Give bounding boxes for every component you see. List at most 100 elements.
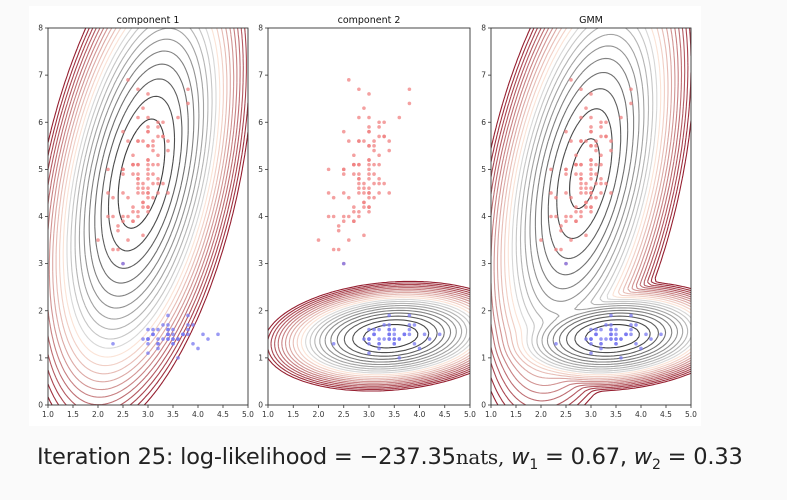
- point-cluster-red: [326, 214, 331, 219]
- point-cluster-red: [599, 181, 603, 186]
- panel-gmm: GMM 1.0 1.5 2.0 2.5 3.0 3.5 4.0 4.5 5.0 0 1 2 3 4 5 6 7 8: [481, 15, 697, 419]
- point-cluster-blue: [191, 323, 195, 327]
- point-cluster-red: [387, 139, 392, 143]
- point-cluster-blue: [341, 261, 346, 266]
- point-cluster-red: [589, 92, 593, 96]
- point-cluster-blue: [186, 323, 190, 327]
- point-cluster-red: [377, 125, 381, 129]
- contour-lines: [491, 28, 691, 405]
- point-cluster-red: [594, 181, 598, 186]
- point-cluster-red: [569, 78, 573, 82]
- point-cluster-red: [579, 181, 583, 186]
- contour-level-18: [94, 63, 189, 284]
- point-cluster-red: [146, 172, 150, 176]
- point-cluster-red: [367, 209, 371, 214]
- point-cluster-red: [341, 191, 346, 195]
- x-tick-label: 1.5: [287, 410, 299, 419]
- point-cluster-blue: [407, 323, 412, 327]
- point-cluster-red: [151, 144, 155, 148]
- point-cluster-red: [166, 148, 170, 153]
- point-cluster-red: [96, 238, 100, 242]
- point-cluster-red: [382, 134, 386, 139]
- point-cluster-blue: [392, 327, 397, 332]
- point-cluster-red: [367, 167, 371, 172]
- point-cluster-blue: [619, 356, 623, 360]
- contour-level-16: [83, 38, 200, 309]
- point-cluster-red: [559, 224, 563, 228]
- point-cluster-red: [136, 87, 140, 92]
- point-cluster-red: [609, 191, 613, 195]
- panel-title: GMM: [579, 15, 603, 26]
- point-cluster-red: [141, 233, 145, 238]
- point-cluster-red: [589, 195, 593, 200]
- x-tick-label: 3.5: [167, 410, 179, 419]
- point-cluster-blue: [186, 313, 190, 318]
- point-cluster-red: [126, 195, 130, 200]
- point-cluster-red: [589, 177, 593, 181]
- point-cluster-blue: [392, 337, 397, 341]
- point-cluster-red: [121, 219, 125, 224]
- contour-level-5: [277, 287, 470, 386]
- figure: component 1 1.0 1.5 2.0 2.5 3.0 3.5 4.0 4.5 5.0 0 1…: [29, 6, 701, 426]
- point-cluster-red: [336, 228, 341, 233]
- contour-level-5: [491, 28, 691, 402]
- point-cluster-red: [141, 191, 145, 195]
- contour-level-2: [491, 28, 691, 405]
- point-cluster-red: [161, 181, 165, 186]
- contour-level-11: [62, 28, 221, 358]
- point-cluster-red: [121, 172, 125, 176]
- point-cluster-blue: [594, 332, 598, 337]
- point-cluster-red: [341, 129, 346, 134]
- point-cluster-red: [141, 106, 145, 110]
- y-tick-label: 1: [481, 353, 486, 362]
- point-cluster-blue: [377, 327, 381, 332]
- point-cluster-blue: [156, 346, 160, 351]
- point-cluster-red: [549, 214, 553, 219]
- point-cluster-blue: [331, 341, 336, 346]
- point-cluster-red: [377, 120, 381, 125]
- x-tick-label: 1.5: [67, 410, 79, 419]
- weight-1-value: 0.67,: [570, 444, 627, 470]
- point-cluster-blue: [377, 346, 381, 351]
- point-cluster-blue: [387, 323, 392, 327]
- point-cluster-red: [141, 139, 145, 143]
- point-cluster-red: [116, 224, 120, 228]
- x-tick-label: 3.0: [585, 410, 597, 419]
- point-cluster-red: [589, 144, 593, 148]
- point-cluster-red: [126, 214, 130, 219]
- point-cluster-red: [106, 191, 110, 195]
- point-cluster-red: [357, 139, 361, 143]
- point-cluster-blue: [609, 313, 613, 318]
- y-tick-label: 2: [258, 306, 263, 315]
- point-cluster-blue: [427, 337, 432, 341]
- panel-title: component 1: [117, 15, 180, 26]
- contour-level-15: [78, 28, 205, 320]
- point-cluster-blue: [589, 341, 593, 346]
- point-cluster-red: [357, 87, 361, 92]
- point-cluster-red: [377, 153, 381, 158]
- x-tick-label: 1.0: [42, 410, 54, 419]
- point-cluster-red: [589, 167, 593, 172]
- point-cluster-red: [136, 181, 140, 186]
- point-cluster-red: [151, 172, 155, 176]
- x-tick-label: 3.5: [610, 410, 622, 419]
- point-cluster-red: [372, 172, 376, 176]
- point-cluster-blue: [589, 337, 593, 341]
- point-cluster-red: [136, 115, 140, 120]
- point-cluster-red: [372, 144, 376, 148]
- point-cluster-red: [151, 139, 155, 143]
- point-cluster-red: [372, 195, 376, 200]
- contour-level-19: [100, 78, 183, 269]
- point-cluster-red: [367, 205, 371, 209]
- contour-level-12: [305, 298, 470, 374]
- point-cluster-red: [589, 162, 593, 167]
- point-cluster-red: [579, 186, 583, 191]
- contour-level-11: [300, 297, 470, 376]
- point-cluster-red: [357, 162, 361, 167]
- point-cluster-blue: [589, 351, 593, 355]
- y-tick-label: 7: [38, 71, 43, 80]
- y-tick-label: 0: [258, 401, 263, 410]
- y-tick-label: 1: [38, 353, 43, 362]
- point-cluster-blue: [141, 337, 145, 341]
- x-tick-label: 1.0: [262, 410, 274, 419]
